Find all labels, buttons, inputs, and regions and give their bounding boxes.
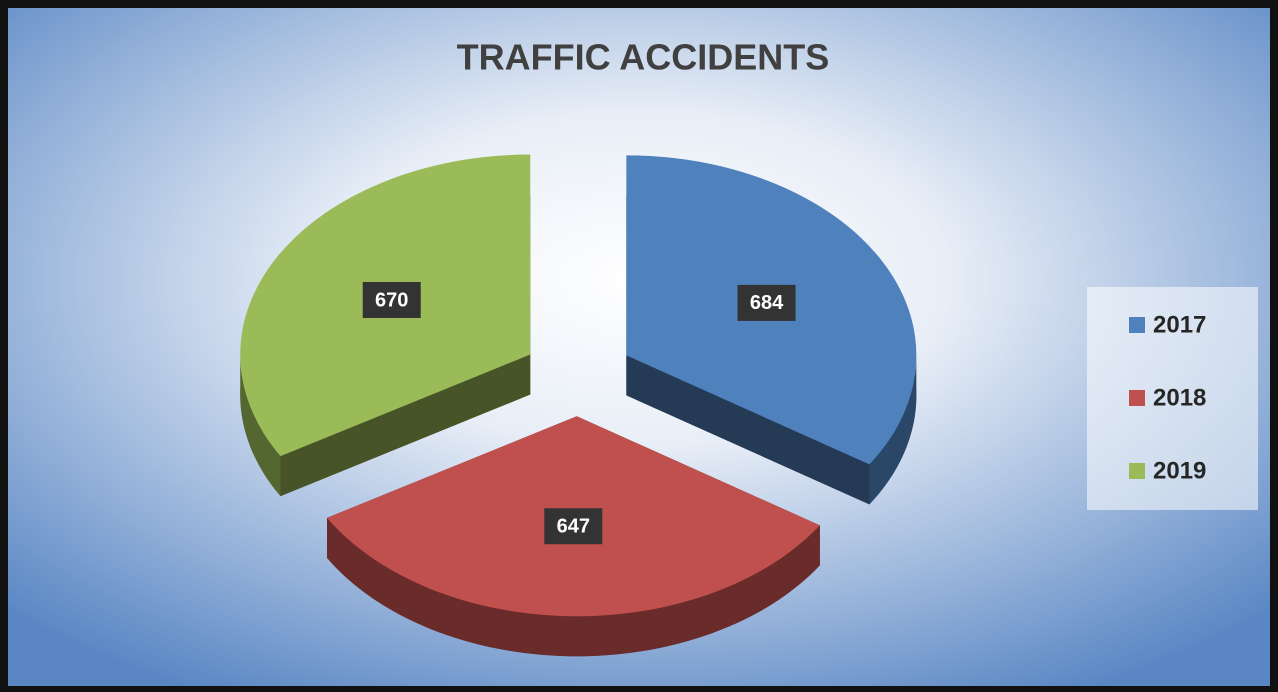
chart-title: TRAFFIC ACCIDENTS <box>457 37 830 78</box>
slice-edge <box>240 354 281 497</box>
legend-label: 2019 <box>1153 457 1206 484</box>
slice-side <box>280 354 531 497</box>
data-label: 647 <box>557 515 590 537</box>
data-label-box <box>544 508 603 545</box>
data-label-box <box>737 284 796 321</box>
legend <box>1087 287 1258 510</box>
data-label: 684 <box>750 292 784 314</box>
data-label: 670 <box>375 289 408 311</box>
slice-edge <box>869 355 917 505</box>
slice-side <box>626 355 870 505</box>
legend-swatch <box>1129 463 1145 479</box>
legend-swatch <box>1129 390 1145 406</box>
legend-swatch <box>1129 317 1145 333</box>
slice-edge <box>327 517 820 657</box>
legend-label: 2018 <box>1153 384 1206 411</box>
legend-label: 2017 <box>1153 311 1206 338</box>
slice <box>327 416 820 657</box>
data-label-box <box>362 281 421 318</box>
